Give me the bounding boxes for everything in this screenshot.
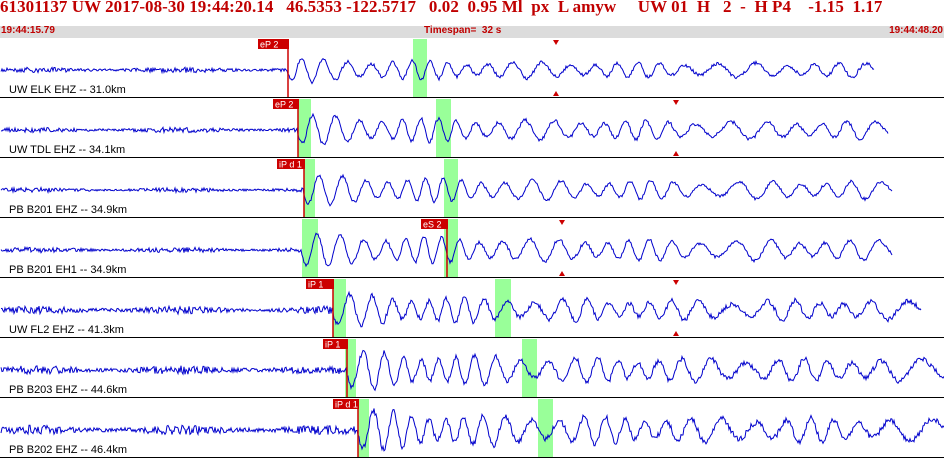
- waveform-line: [0, 290, 922, 328]
- station-label: PB B202 EHZ -- 46.4km: [9, 444, 127, 456]
- trace-panel: eP 2 UW ELK EHZ -- 31.0km eP 2 UW TDL EHZ -…: [0, 38, 944, 460]
- amplitude-marker-top-icon: [559, 220, 565, 225]
- timespan-label: Timespan= 32 s: [424, 25, 502, 36]
- amplitude-marker-top-icon: [553, 40, 559, 45]
- amplitude-marker-bottom-icon: [559, 271, 565, 276]
- start-time: 19:44:15.79: [1, 25, 55, 36]
- amplitude-marker-bottom-icon: [673, 151, 679, 156]
- trace-row[interactable]: iP d 1 PB B202 EHZ -- 46.4km: [0, 399, 944, 458]
- waveform-line: [0, 58, 875, 85]
- end-time: 19:44:48.20: [889, 25, 943, 36]
- amplitude-marker-top-icon: [673, 100, 679, 105]
- pick-flag[interactable]: [333, 399, 359, 409]
- trace-row[interactable]: iP 1 PB B203 EHZ -- 44.6km: [0, 339, 944, 398]
- amplitude-marker-bottom-icon: [673, 331, 679, 336]
- pick-label: eP 2: [275, 100, 293, 110]
- amplitude-marker-bottom-icon: [553, 91, 559, 96]
- analysis-window: [304, 159, 315, 217]
- pick-label: iP d 1: [335, 400, 358, 410]
- analysis-window: [538, 399, 553, 457]
- pick-flag[interactable]: [277, 159, 305, 169]
- pick-flag[interactable]: [273, 99, 299, 109]
- analysis-window: [495, 279, 511, 337]
- pick-label: iP 1: [325, 340, 340, 350]
- waveform-line: [0, 349, 944, 392]
- waveform-line: [0, 112, 889, 146]
- analysis-window: [413, 39, 427, 97]
- pick-label: iP 1: [308, 280, 323, 290]
- station-label: PB B201 EH1 -- 34.9km: [9, 264, 126, 276]
- trace-row[interactable]: eS 2 PB B201 EH1 -- 34.9km: [0, 219, 944, 278]
- trace-row[interactable]: iP d 1 PB B201 EHZ -- 34.9km: [0, 159, 944, 218]
- event-header: 61301137 UW 2017-08-30 19:44:20.14 46.53…: [0, 0, 944, 26]
- analysis-window: [444, 159, 458, 217]
- station-label: PB B201 EHZ -- 34.9km: [9, 204, 127, 216]
- pick-flag[interactable]: [306, 279, 334, 289]
- analysis-window: [345, 339, 356, 397]
- amplitude-marker-top-icon: [673, 280, 679, 285]
- station-label: UW TDL EHZ -- 34.1km: [9, 144, 125, 156]
- pick-label: eP 2: [260, 40, 278, 50]
- pick-flag[interactable]: [323, 339, 348, 349]
- analysis-window: [436, 99, 451, 157]
- analysis-window: [298, 99, 311, 157]
- station-label: UW FL2 EHZ -- 41.3km: [9, 324, 124, 336]
- event-title: 61301137 UW 2017-08-30 19:44:20.14 46.53…: [0, 0, 883, 16]
- analysis-window: [302, 219, 318, 277]
- trace-row[interactable]: eP 2 UW TDL EHZ -- 34.1km: [0, 99, 944, 158]
- station-label: UW ELK EHZ -- 31.0km: [9, 84, 126, 96]
- analysis-window: [522, 339, 537, 397]
- trace-row[interactable]: iP 1 UW FL2 EHZ -- 41.3km: [0, 279, 944, 338]
- waveform-canvas: eP 2 UW ELK EHZ -- 31.0km eP 2 UW TDL EHZ -…: [0, 39, 944, 458]
- s-pick-flag[interactable]: [421, 219, 448, 229]
- station-label: PB B203 EHZ -- 44.6km: [9, 384, 127, 396]
- time-bar: 19:44:15.79 Timespan= 32 s 19:44:48.20: [0, 25, 944, 38]
- analysis-window: [358, 399, 369, 457]
- trace-row[interactable]: eP 2 UW ELK EHZ -- 31.0km: [0, 39, 944, 98]
- waveform-line: [0, 173, 893, 207]
- waveform-line: [0, 408, 944, 452]
- s-pick-label: eS 2: [423, 220, 442, 230]
- pick-label: iP d 1: [279, 160, 302, 170]
- pick-flag[interactable]: [258, 39, 289, 49]
